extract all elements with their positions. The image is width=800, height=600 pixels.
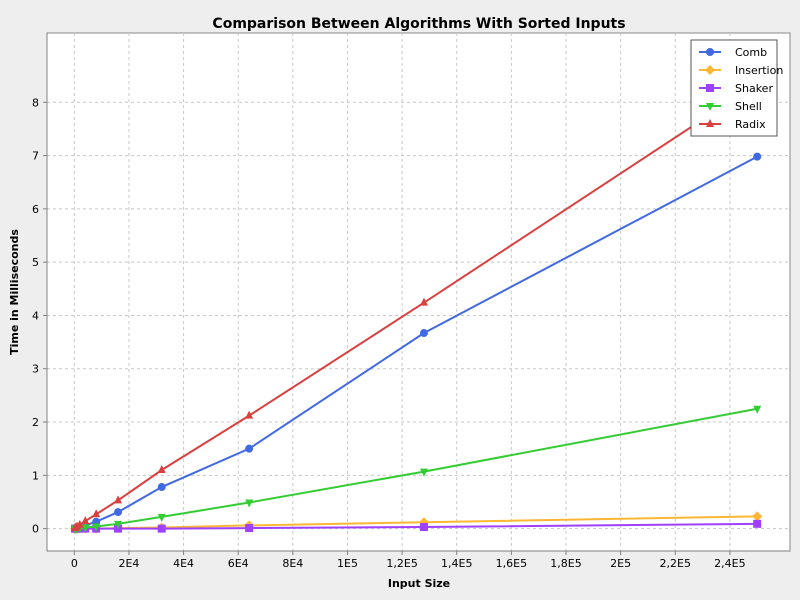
legend: Comb Insertion Shaker Shell Radix (690, 39, 783, 137)
data-point-shaker (245, 524, 254, 533)
legend-swatch-marker (705, 65, 715, 75)
data-point-shell (157, 513, 166, 522)
legend-item-shaker: Shaker (699, 82, 773, 95)
legend-label: Insertion (735, 64, 783, 77)
y-tick-label: 3 (32, 363, 39, 376)
data-point-shell (92, 523, 101, 532)
legend-item-insertion: Insertion (699, 64, 783, 77)
data-point-radix (245, 410, 254, 419)
series-radix (70, 78, 762, 532)
legend-label: Shell (735, 100, 762, 113)
legend-label: Comb (735, 46, 767, 59)
legend-label: Radix (735, 118, 766, 131)
x-axis-label: Input Size (388, 577, 450, 590)
x-tick-label: 2,2E5 (660, 557, 691, 570)
x-tick-label: 0 (71, 557, 78, 570)
legend-item-comb: Comb (699, 46, 767, 59)
y-tick-label: 2 (32, 416, 39, 429)
data-point-radix (75, 519, 84, 528)
legend-item-shell: Shell (699, 100, 762, 113)
data-point-radix (114, 495, 123, 504)
x-tick-label: 4E4 (173, 557, 194, 570)
data-point-shell (245, 499, 254, 508)
data-point-shell (81, 524, 90, 533)
data-point-radix (81, 516, 90, 525)
x-tick-label: 1,8E5 (550, 557, 581, 570)
data-point-shell (114, 520, 123, 529)
y-tick-label: 8 (32, 96, 39, 109)
data-point-comb (157, 483, 166, 492)
data-point-comb (245, 444, 254, 453)
series-layer (69, 78, 763, 534)
data-point-radix (157, 464, 166, 473)
y-tick-label: 1 (32, 469, 39, 482)
x-tick-label: 6E4 (228, 557, 249, 570)
data-point-shaker (753, 519, 762, 528)
chart-title: Comparison Between Algorithms With Sorte… (212, 16, 625, 32)
y-tick-label: 5 (32, 256, 39, 269)
axis-layer: 0 2E4 4E4 6E4 8E4 1E5 1,2E5 1,4E5 1,6E5 1,8E5 2E5 2… (32, 33, 790, 570)
data-point-insertion (752, 511, 763, 522)
legend-swatch-marker (706, 119, 714, 127)
y-axis-label: Time in Milliseconds (8, 229, 21, 355)
data-point-comb (753, 152, 762, 161)
data-point-shaker (157, 524, 166, 533)
y-tick-label: 7 (32, 150, 39, 163)
x-tick-label: 1,6E5 (496, 557, 527, 570)
y-tick-label: 0 (32, 523, 39, 536)
x-tick-label: 2,4E5 (714, 557, 745, 570)
data-point-radix (92, 509, 101, 518)
x-tick-label: 1E5 (337, 557, 358, 570)
legend-label: Shaker (735, 82, 773, 95)
data-point-shell (419, 468, 428, 477)
x-tick-label: 1,2E5 (386, 557, 417, 570)
x-tick-label: 1,4E5 (441, 557, 472, 570)
x-tick-label: 2E5 (610, 557, 631, 570)
data-point-shaker (419, 523, 428, 532)
data-point-comb (419, 329, 428, 338)
legend-item-radix: Radix (699, 118, 766, 131)
x-tick-label: 2E4 (118, 557, 139, 570)
legend-swatch-marker (706, 103, 714, 111)
grid-layer (47, 33, 790, 551)
data-point-comb (114, 508, 123, 517)
y-tick-label: 4 (32, 309, 39, 322)
x-tick-label: 8E4 (282, 557, 303, 570)
data-point-radix (419, 297, 428, 306)
legend-swatch-marker (706, 48, 714, 56)
legend-swatch-marker (706, 84, 714, 92)
data-point-shell (753, 405, 762, 414)
y-tick-label: 6 (32, 203, 39, 216)
